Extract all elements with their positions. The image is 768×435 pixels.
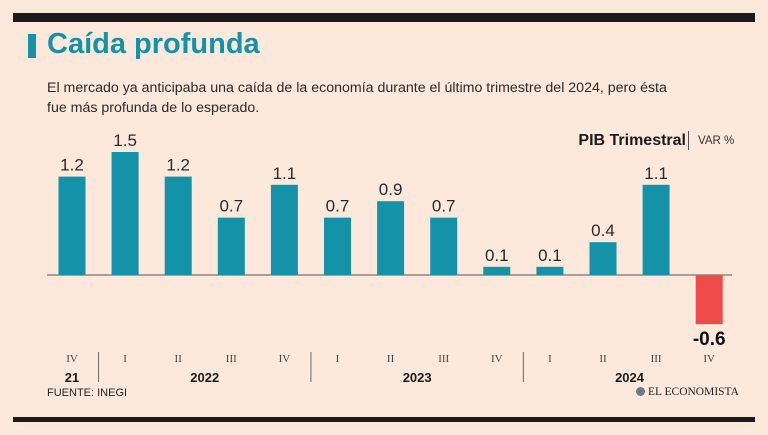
x-tick-label: II bbox=[175, 353, 183, 365]
data-label: 1.5 bbox=[113, 131, 137, 150]
data-label: 0.1 bbox=[485, 246, 509, 265]
x-tick-label: III bbox=[651, 353, 662, 365]
x-tick-label: II bbox=[599, 353, 607, 365]
brand-logo: EL ECONOMISTA bbox=[636, 386, 739, 398]
x-tick-label: IV bbox=[279, 353, 291, 365]
x-tick-label: III bbox=[438, 353, 449, 365]
data-label: 0.7 bbox=[219, 197, 243, 216]
x-tick-label: I bbox=[123, 353, 127, 365]
bar bbox=[483, 266, 511, 275]
data-label: 0.7 bbox=[432, 197, 456, 216]
data-label: 1.1 bbox=[273, 164, 297, 183]
bar bbox=[111, 152, 139, 275]
series-unit: VAR % bbox=[698, 135, 735, 147]
x-tick-label: IV bbox=[703, 353, 715, 365]
bar bbox=[164, 176, 192, 275]
bar bbox=[324, 217, 351, 275]
bottom-rule bbox=[13, 417, 755, 422]
year-label: 2022 bbox=[190, 370, 219, 385]
bar bbox=[536, 266, 564, 275]
x-tick-label: I bbox=[548, 353, 552, 365]
data-label: 0.7 bbox=[326, 197, 350, 216]
x-tick-label: II bbox=[387, 353, 395, 365]
data-label: 1.2 bbox=[60, 156, 84, 175]
brand-icon bbox=[636, 387, 645, 396]
year-label: 2023 bbox=[403, 370, 432, 385]
data-label: 0.9 bbox=[379, 180, 403, 199]
title-accent-bar bbox=[28, 34, 36, 58]
bar bbox=[589, 242, 617, 275]
x-tick-label: I bbox=[336, 353, 340, 365]
x-tick-label: III bbox=[226, 353, 237, 365]
bar bbox=[430, 217, 458, 275]
data-label: 0.4 bbox=[591, 221, 615, 240]
brand-name: EL ECONOMISTA bbox=[648, 386, 739, 398]
x-tick-label: IV bbox=[491, 353, 503, 365]
year-label: 2024 bbox=[615, 370, 645, 385]
top-rule bbox=[13, 13, 755, 22]
bar bbox=[217, 217, 245, 275]
bar bbox=[695, 275, 723, 325]
bar bbox=[58, 176, 86, 275]
bar bbox=[270, 184, 298, 275]
chart-subtitle: El mercado ya anticipaba una caída de la… bbox=[47, 80, 667, 116]
legend-divider bbox=[688, 131, 689, 150]
chart-title: Caída profunda bbox=[47, 28, 260, 60]
x-tick-label: IV bbox=[66, 353, 78, 365]
data-label: 1.2 bbox=[166, 156, 190, 175]
bar bbox=[642, 184, 670, 275]
bar bbox=[377, 201, 405, 275]
series-title: PIB Trimestral bbox=[578, 132, 686, 149]
source-note: FUENTE: INEGI bbox=[47, 387, 128, 399]
data-label: -0.6 bbox=[693, 329, 726, 350]
year-label: 21 bbox=[65, 370, 79, 385]
data-label: 0.1 bbox=[538, 246, 562, 265]
data-label: 1.1 bbox=[644, 164, 668, 183]
